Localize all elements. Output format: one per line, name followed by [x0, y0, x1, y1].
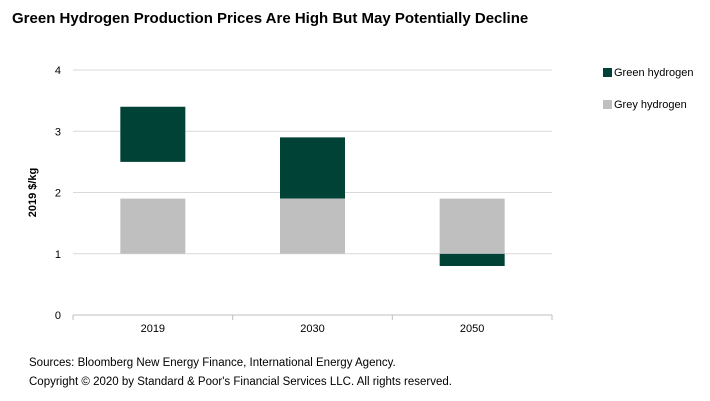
y-tick-label: 2 — [55, 188, 61, 200]
grey-hydrogen-bar-2030 — [280, 198, 345, 254]
axes: 0 1 2 3 4 2019 2030 2050 2019 $/kg — [27, 65, 553, 335]
legend-label: Green hydrogen — [614, 67, 694, 79]
bars — [120, 106, 505, 266]
x-tick-label: 2050 — [460, 323, 484, 335]
grey-hydrogen-bar-2019 — [120, 198, 186, 254]
y-tick-label: 0 — [55, 310, 61, 322]
x-tick-label: 2030 — [300, 323, 324, 335]
y-tick-label: 4 — [55, 65, 61, 77]
legend: Green hydrogen Grey hydrogen — [603, 67, 694, 111]
y-tick-label: 1 — [55, 249, 61, 261]
copyright-note: Copyright © 2020 by Standard & Poor's Fi… — [29, 376, 452, 388]
legend-label: Grey hydrogen — [614, 99, 687, 111]
chart-title: Green Hydrogen Production Prices Are Hig… — [12, 10, 529, 27]
grey-hydrogen-legend-swatch — [603, 100, 612, 109]
y-tick-label: 3 — [55, 126, 61, 138]
green-hydrogen-bar-2019 — [120, 106, 186, 162]
y-axis-label: 2019 $/kg — [27, 168, 39, 218]
green-hydrogen-bar-2030 — [280, 137, 345, 199]
green-hydrogen-legend-swatch — [603, 68, 612, 77]
sources-note: Sources: Bloomberg New Energy Finance, I… — [29, 357, 396, 369]
grey-hydrogen-bar-2050 — [439, 198, 505, 254]
x-tick-label: 2019 — [141, 323, 165, 335]
green-hydrogen-bar-2050 — [439, 253, 505, 266]
